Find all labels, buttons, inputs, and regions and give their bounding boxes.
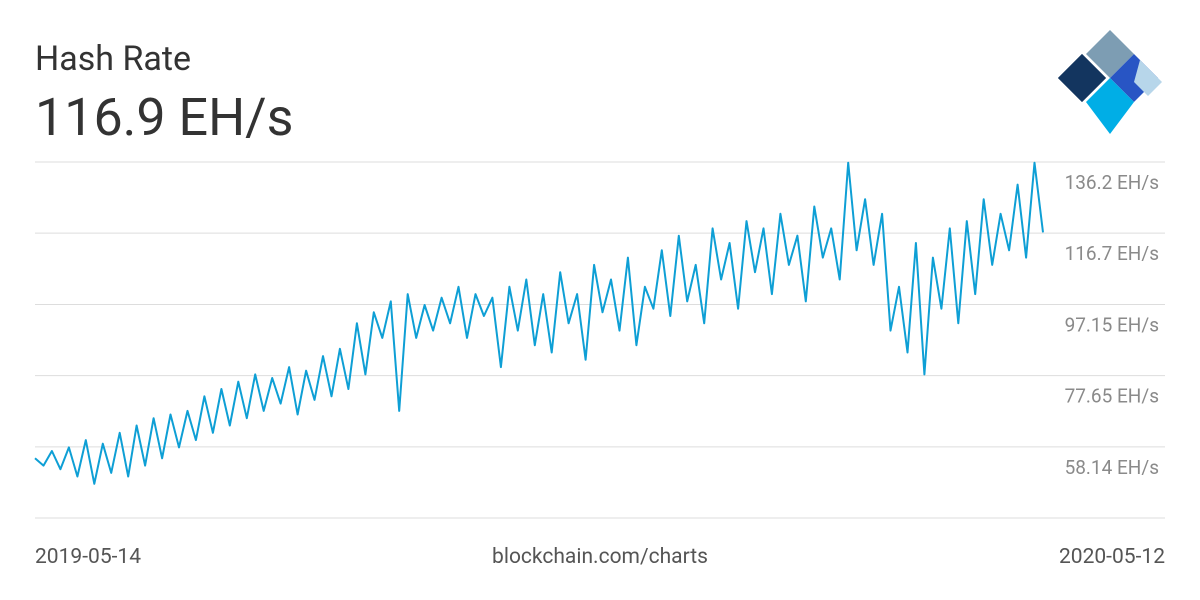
current-value: 116.9 EH/s <box>35 87 293 148</box>
chart-title: Hash Rate <box>35 39 191 79</box>
source: blockchain.com/charts <box>492 545 708 569</box>
y-tick-label: 136.2 EH/s <box>1065 171 1159 194</box>
hash-rate-line <box>34 161 1044 485</box>
y-tick-label: 97.15 EH/s <box>1065 313 1159 336</box>
logo <box>1058 30 1162 134</box>
y-tick-label: 77.65 EH/s <box>1065 385 1159 408</box>
end-date: 2020-05-12 <box>1059 545 1165 569</box>
start-date: 2019-05-14 <box>35 545 141 569</box>
y-tick-label: 58.14 EH/s <box>1065 456 1159 479</box>
y-tick-label: 116.7 EH/s <box>1065 242 1159 265</box>
